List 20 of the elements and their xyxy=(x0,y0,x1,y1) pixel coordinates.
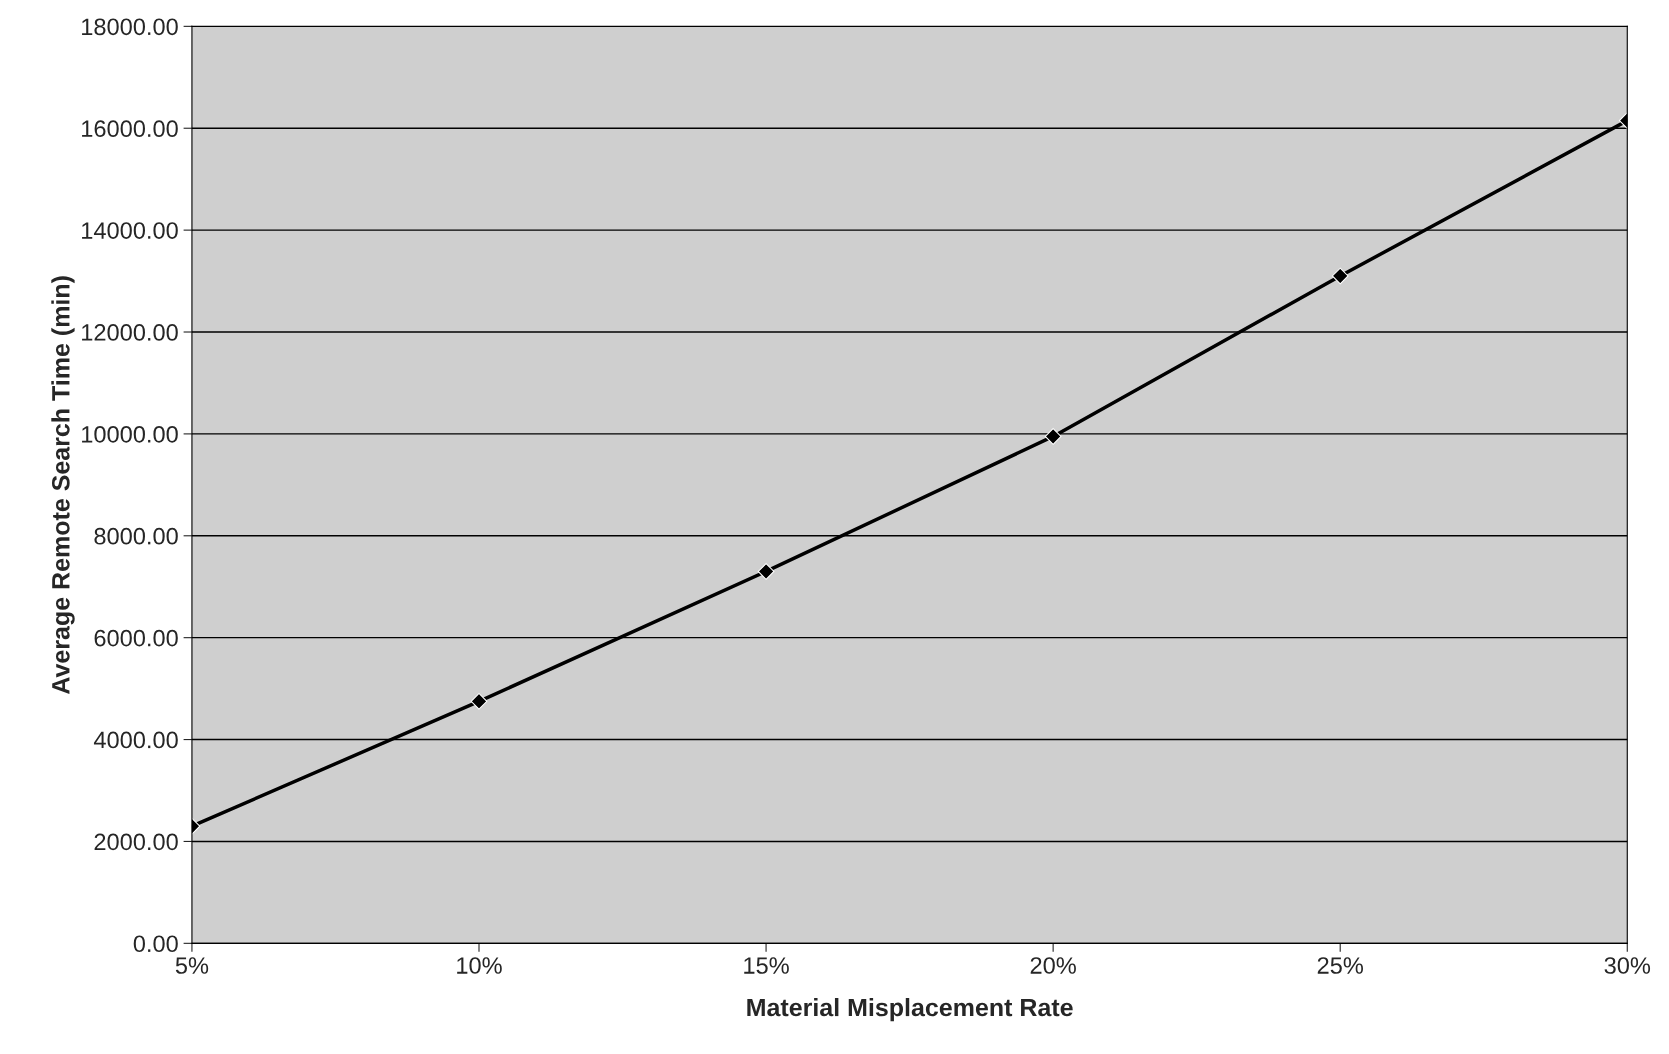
y-tick-label: 0.00 xyxy=(133,935,178,953)
x-tick-label: 5% xyxy=(175,957,209,974)
x-axis-title: Material Misplacement Rate xyxy=(747,997,1073,1022)
y-tick-label: 4000.00 xyxy=(93,731,178,749)
x-tick-label: 15% xyxy=(744,957,789,974)
y-axis-title: Average Remote Search Time (min) xyxy=(51,276,75,695)
point xyxy=(757,563,775,580)
y-tick-label: 10000.00 xyxy=(82,425,178,443)
x-tick-label: 30% xyxy=(1604,957,1651,974)
y-tick-label: 6000.00 xyxy=(94,629,178,647)
x-tick-label: 10% xyxy=(457,957,502,974)
x-tick-label: 25% xyxy=(1317,957,1363,974)
x-tick-label: 20% xyxy=(1030,957,1076,974)
y-tick-label: 18000.00 xyxy=(82,18,178,36)
y-tick-label: 14000.00 xyxy=(82,222,178,239)
y-tick-label: 8000.00 xyxy=(94,527,178,545)
y-tick-label: 2000.00 xyxy=(94,833,178,851)
y-tick-label: 16000.00 xyxy=(82,120,178,138)
point xyxy=(1044,428,1062,445)
y-tick-label: 12000.00 xyxy=(82,324,178,341)
